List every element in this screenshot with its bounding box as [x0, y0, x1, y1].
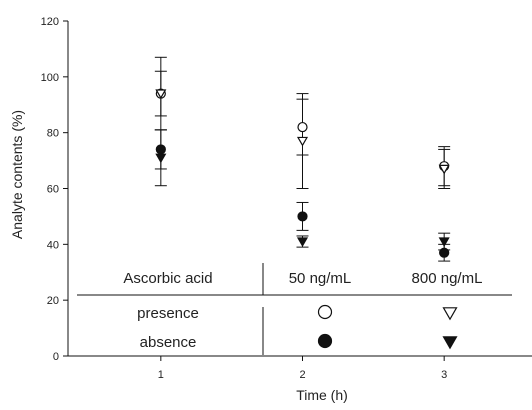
- tick-layer: 0 20 40 60 80 100 120 1 2 3: [41, 16, 448, 381]
- open-circle-marker: [317, 304, 333, 320]
- open-circle-marker: [297, 121, 308, 133]
- filled-circle-marker: [317, 333, 333, 349]
- legend-table: Ascorbic acid 50 ng/mL 800 ng/mL presence ab…: [72, 262, 528, 355]
- filled-circle-marker: [155, 144, 166, 155]
- x-tick-label: 2: [299, 369, 305, 381]
- filled-triangle-down-marker: [296, 237, 309, 248]
- y-tick-label: 20: [47, 295, 59, 307]
- filled-triangle-down-marker: [438, 237, 450, 248]
- error-bar-layer: [154, 56, 451, 262]
- filled-triangle-down-marker: [155, 153, 167, 164]
- legend-row-label: absence: [140, 334, 197, 351]
- y-tick-label: 0: [53, 351, 59, 363]
- legend-column-header: 800 ng/mL: [412, 270, 483, 287]
- open-triangle-down-marker: [155, 89, 167, 100]
- x-tick-label: 1: [158, 369, 164, 381]
- data-point-layer: [155, 88, 450, 258]
- legend-column-header: 50 ng/mL: [289, 270, 352, 287]
- y-tick-label: 80: [47, 128, 59, 140]
- y-tick-label: 120: [41, 16, 59, 28]
- filled-circle-marker: [297, 211, 308, 222]
- filled-triangle-down-marker: [442, 336, 458, 350]
- open-triangle-down-marker: [296, 136, 309, 147]
- y-tick-label: 100: [41, 72, 59, 84]
- legend-row-label: presence: [137, 305, 199, 322]
- x-axis-label: Time (h): [296, 387, 348, 403]
- open-triangle-down-marker: [442, 307, 458, 321]
- y-tick-label: 60: [47, 184, 59, 196]
- x-tick-label: 3: [441, 369, 447, 381]
- open-triangle-down-marker: [438, 164, 450, 175]
- y-axis-label: Analyte contents (%): [9, 110, 25, 239]
- y-tick-label: 40: [47, 239, 59, 251]
- filled-circle-marker: [439, 247, 450, 258]
- legend-row-header: Ascorbic acid: [123, 270, 212, 287]
